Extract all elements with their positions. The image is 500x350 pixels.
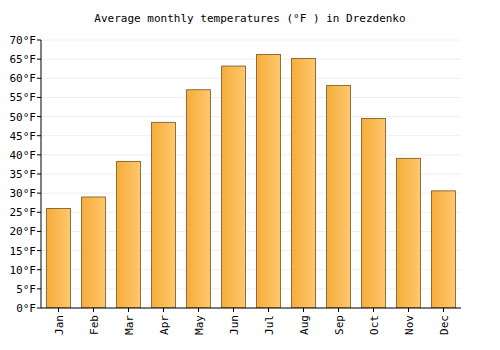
x-tick-mark (303, 308, 304, 312)
grid-line (41, 59, 461, 60)
tick-mark (37, 97, 41, 98)
bar (327, 86, 351, 308)
bar (432, 191, 456, 308)
x-tick-label: Sep (333, 315, 346, 335)
x-tick-label: Mar (123, 315, 136, 335)
tick-mark (37, 250, 41, 251)
tick-mark (37, 269, 41, 270)
x-tick-mark (373, 308, 374, 312)
x-tick-mark (408, 308, 409, 312)
x-tick-label: Dec (438, 315, 451, 335)
x-tick-label: Nov (403, 315, 416, 335)
x-tick-mark (93, 308, 94, 312)
title: Average monthly temperatures (°F ) in Dr… (94, 12, 405, 25)
x-tick-mark (443, 308, 444, 312)
grid-line (41, 135, 461, 136)
grid-line (41, 154, 461, 155)
x-tick-mark (233, 308, 234, 312)
x-tick-mark (268, 308, 269, 312)
chart-svg: Average monthly temperatures (°F ) in Dr… (0, 0, 500, 350)
grid-line (41, 40, 461, 41)
x-tick-label: Jul (263, 315, 276, 335)
x-tick-mark (198, 308, 199, 312)
x-tick-mark (163, 308, 164, 312)
y-tick-label: 30°F (10, 187, 37, 200)
tick-mark (37, 40, 41, 41)
y-tick-label: 45°F (10, 130, 37, 143)
x-tick-label: Apr (158, 315, 171, 335)
x-tick-label: Oct (368, 315, 381, 335)
x-tick-mark (338, 308, 339, 312)
bar (362, 118, 386, 308)
tick-mark (37, 116, 41, 117)
y-tick-label: 70°F (10, 34, 37, 47)
y-tick-label: 55°F (10, 91, 37, 104)
tick-mark (37, 154, 41, 155)
bars (47, 55, 456, 308)
tick-mark (37, 78, 41, 79)
x-tick-label: Jan (53, 315, 66, 335)
y-axis (41, 40, 42, 308)
chart-root: Average monthly temperatures (°F ) in Dr… (0, 0, 500, 350)
x-axis (41, 308, 461, 309)
x-tick-label: May (193, 315, 206, 335)
y-tick-label: 50°F (10, 111, 37, 124)
tick-mark (37, 174, 41, 175)
x-tick-mark (58, 308, 59, 312)
tick-mark (37, 231, 41, 232)
y-tick-label: 65°F (10, 53, 37, 66)
tick-mark (37, 308, 41, 309)
x-tick-label: Aug (298, 315, 311, 335)
bar (152, 122, 176, 308)
bar (397, 158, 421, 308)
y-tick-label: 15°F (10, 245, 37, 258)
bar (292, 58, 316, 308)
y-tick-label: 40°F (10, 149, 37, 162)
x-tick-mark (128, 308, 129, 312)
tick-mark (37, 288, 41, 289)
grid-line (41, 97, 461, 98)
y-tick-label: 0°F (16, 302, 36, 315)
grid-line (41, 78, 461, 79)
bar (82, 197, 106, 308)
bar (257, 55, 281, 308)
bar (47, 208, 71, 308)
y-tick-label: 20°F (10, 225, 37, 238)
bar (117, 161, 141, 308)
tick-mark (37, 193, 41, 194)
tick-mark (37, 59, 41, 60)
grid-line (41, 308, 461, 309)
grid-line (41, 116, 461, 117)
x-tick-label: Jun (228, 315, 241, 335)
bar (187, 90, 211, 308)
y-tick-label: 5°F (16, 283, 36, 296)
x-tick-label: Feb (88, 315, 101, 335)
y-tick-label: 25°F (10, 206, 37, 219)
y-tick-label: 10°F (10, 264, 37, 277)
tick-mark (37, 212, 41, 213)
y-tick-label: 60°F (10, 72, 37, 85)
y-tick-label: 35°F (10, 168, 37, 181)
bar (222, 66, 246, 308)
tick-mark (37, 135, 41, 136)
